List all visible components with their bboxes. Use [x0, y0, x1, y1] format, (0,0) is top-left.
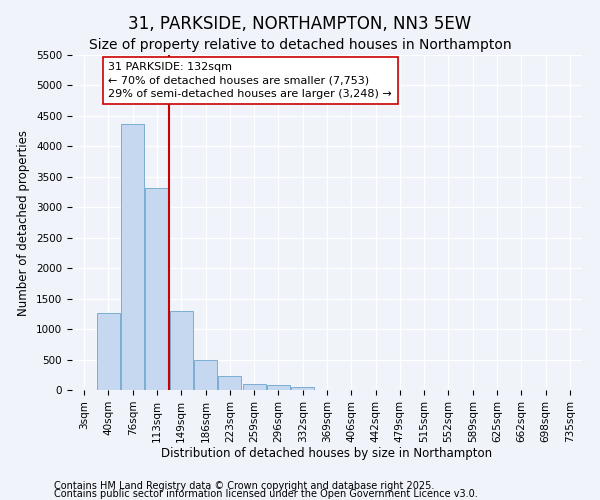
Bar [97, 312, 120, 390]
Bar [145, 188, 169, 390]
Bar [170, 312, 193, 390]
Bar [194, 360, 217, 390]
Bar [291, 387, 314, 390]
Y-axis label: Number of detached properties: Number of detached properties [17, 130, 31, 316]
Text: Contains public sector information licensed under the Open Government Licence v3: Contains public sector information licen… [54, 489, 478, 499]
Text: Size of property relative to detached houses in Northampton: Size of property relative to detached ho… [89, 38, 511, 52]
Bar [267, 386, 290, 390]
Text: 31, PARKSIDE, NORTHAMPTON, NN3 5EW: 31, PARKSIDE, NORTHAMPTON, NN3 5EW [128, 15, 472, 33]
Bar [218, 376, 241, 390]
Text: 31 PARKSIDE: 132sqm
← 70% of detached houses are smaller (7,753)
29% of semi-det: 31 PARKSIDE: 132sqm ← 70% of detached ho… [109, 62, 392, 98]
Text: Contains HM Land Registry data © Crown copyright and database right 2025.: Contains HM Land Registry data © Crown c… [54, 481, 434, 491]
Bar [121, 124, 144, 390]
Bar [242, 384, 266, 390]
X-axis label: Distribution of detached houses by size in Northampton: Distribution of detached houses by size … [161, 448, 493, 460]
